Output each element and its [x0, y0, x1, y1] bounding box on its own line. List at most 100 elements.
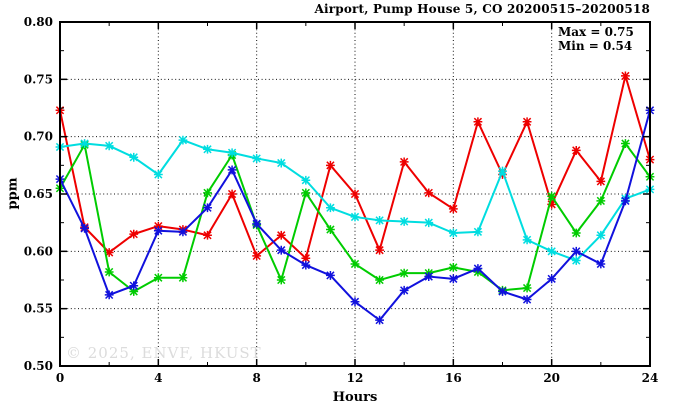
y-tick-label: 0.60 — [24, 244, 53, 258]
cyan-series-marker — [473, 227, 483, 237]
green-series-marker — [375, 275, 384, 285]
y-tick-label: 0.70 — [24, 130, 53, 144]
red-series-marker — [104, 248, 114, 257]
blue-series-marker — [203, 203, 212, 213]
red-series-marker — [153, 221, 163, 231]
blue-series-marker — [596, 259, 606, 269]
green-series-marker — [621, 139, 630, 148]
y-tick-label: 0.50 — [24, 359, 53, 373]
max-annotation: Max = 0.75 — [558, 25, 634, 39]
y-tick-label: 0.65 — [24, 187, 53, 201]
red-series-marker — [448, 204, 458, 214]
red-series-marker — [350, 189, 360, 199]
red-series-marker — [473, 117, 483, 127]
green-series-marker — [178, 273, 188, 283]
red-series-marker — [375, 245, 384, 255]
green-series-marker — [571, 228, 581, 238]
green-series-marker — [129, 287, 139, 296]
green-series-marker — [301, 188, 311, 198]
cyan-series-marker — [252, 154, 262, 163]
blue-series-marker — [326, 271, 335, 280]
red-series-marker — [571, 146, 581, 155]
green-series-marker — [596, 196, 606, 206]
cyan-series-marker — [399, 217, 409, 226]
blue-series-marker — [448, 274, 458, 284]
blue-series-marker — [129, 281, 139, 291]
green-series-marker — [547, 191, 557, 201]
cyan-series-marker — [153, 170, 163, 179]
blue-series-marker — [301, 260, 311, 270]
x-tick-label: 8 — [252, 371, 260, 385]
blue-series-marker — [276, 245, 286, 255]
green-series-marker — [399, 268, 409, 278]
blue-series-marker — [178, 227, 188, 237]
red-series-marker — [203, 230, 212, 240]
cyan-series-marker — [227, 148, 237, 158]
blue-series-marker — [350, 297, 360, 307]
green-series-marker — [326, 225, 335, 234]
cyan-series-marker — [104, 141, 114, 151]
blue-series-marker — [80, 224, 89, 233]
red-series-marker — [326, 160, 335, 170]
red-series-marker — [522, 117, 532, 127]
green-series-marker — [203, 188, 212, 198]
green-series-marker — [153, 273, 163, 283]
cyan-series-marker — [547, 246, 557, 256]
blue-series-marker — [621, 196, 630, 206]
x-tick-label: 24 — [642, 371, 659, 385]
cyan-series-marker — [301, 175, 311, 185]
blue-series-marker — [104, 290, 114, 300]
green-series-marker — [104, 267, 114, 277]
red-series-marker — [547, 199, 557, 209]
blue-series-marker — [424, 272, 434, 281]
red-series-marker — [227, 189, 237, 199]
red-series-marker — [301, 253, 311, 263]
cyan-series-marker — [424, 218, 434, 228]
cyan-series-marker — [522, 235, 532, 245]
red-series-marker — [424, 188, 434, 198]
chart-title: Airport, Pump House 5, CO 20200515–20200… — [314, 2, 650, 16]
x-tick-label: 12 — [347, 371, 364, 385]
cyan-series-marker — [178, 135, 188, 145]
red-series-marker — [252, 251, 262, 261]
y-axis-title: ppm — [5, 177, 21, 210]
cyan-series-marker — [129, 152, 139, 162]
blue-series-marker — [522, 295, 532, 304]
cyan-series-marker — [80, 139, 89, 148]
min-annotation: Min = 0.54 — [558, 39, 633, 53]
blue-series-marker — [571, 246, 581, 256]
x-tick-label: 0 — [56, 371, 64, 385]
max-min-annotation: Max = 0.75 Min = 0.54 — [558, 25, 634, 53]
cyan-series-marker — [596, 230, 606, 240]
green-series-marker — [276, 275, 286, 285]
x-tick-label: 4 — [154, 371, 162, 385]
green-series-marker — [350, 259, 360, 269]
x-tick-label: 16 — [445, 371, 462, 385]
cyan-series-marker — [276, 158, 286, 168]
green-series-marker — [448, 262, 458, 272]
y-tick-label: 0.55 — [24, 302, 53, 316]
red-series-marker — [596, 176, 606, 186]
x-tick-label: 20 — [543, 371, 560, 385]
cyan-series-marker — [498, 166, 507, 176]
green-series-marker — [522, 283, 532, 293]
blue-series-marker — [399, 285, 409, 295]
blue-series-marker — [153, 226, 163, 236]
blue-series-marker — [498, 287, 507, 296]
blue-series-marker — [547, 274, 557, 284]
red-series-marker — [276, 230, 286, 240]
cyan-series-marker — [203, 144, 212, 154]
cyan-series-marker — [375, 215, 384, 225]
red-series-marker — [129, 229, 139, 239]
blue-series-marker — [473, 264, 483, 273]
blue-series-marker — [252, 219, 262, 229]
red-series-marker — [621, 71, 630, 81]
blue-series-marker — [375, 315, 384, 325]
cyan-series-marker — [571, 256, 581, 265]
cyan-series-marker — [326, 203, 335, 213]
cyan-series-marker — [350, 212, 360, 222]
cyan-series-marker — [448, 228, 458, 238]
y-tick-label: 0.75 — [24, 72, 53, 86]
